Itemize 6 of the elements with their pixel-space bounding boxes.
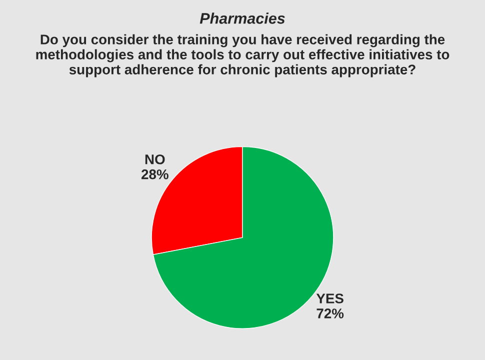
slice-label: YES bbox=[316, 294, 344, 304]
slice-label: NO bbox=[145, 154, 165, 164]
chart-title: Pharmacies bbox=[200, 12, 285, 24]
data-label: 28% bbox=[141, 169, 168, 180]
chart-subtitle: Do you consider the training you have received regarding the methodologies and the tools to carry out effective initiatives to support adherence for chronic patients appropriate? bbox=[36, 34, 450, 78]
data-label: 72% bbox=[316, 308, 344, 318]
